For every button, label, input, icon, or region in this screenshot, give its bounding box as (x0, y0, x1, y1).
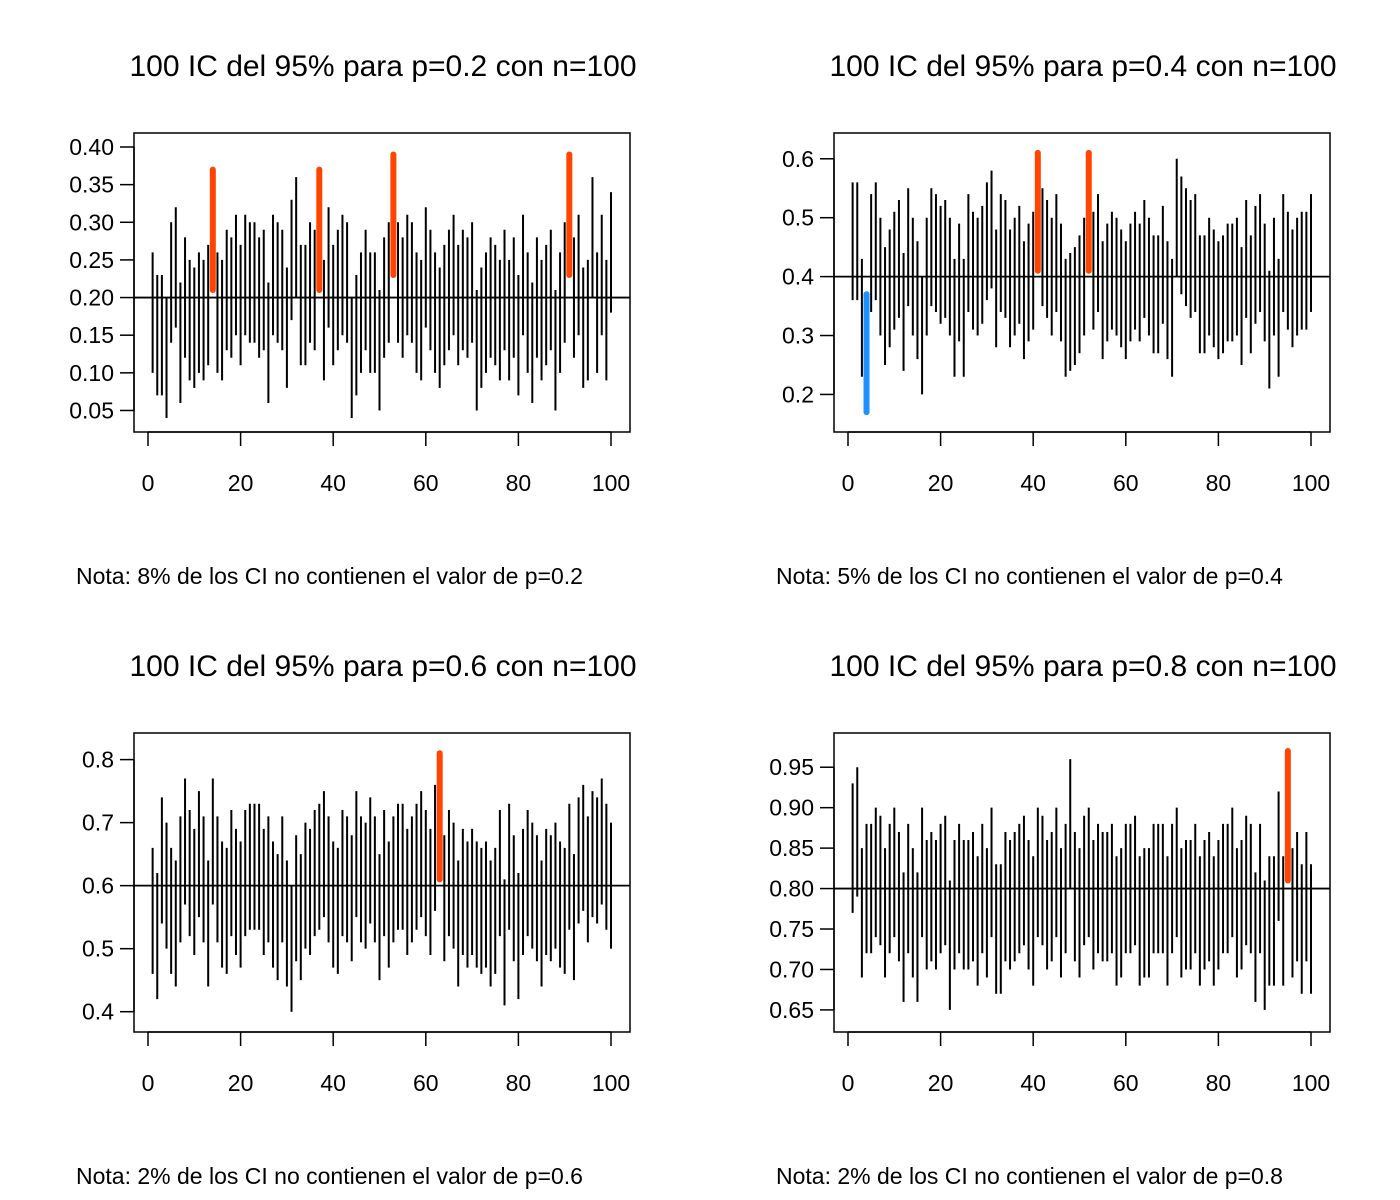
x-tick-label: 100 (592, 470, 630, 496)
y-tick-label: 0.7 (82, 810, 114, 836)
y-tick-label: 0.30 (69, 209, 114, 235)
x-tick-label: 20 (928, 470, 954, 496)
y-tick-label: 0.15 (69, 322, 114, 348)
x-tick-label: 40 (320, 1070, 346, 1096)
x-tick-label: 20 (228, 470, 254, 496)
x-tick-label: 60 (1113, 470, 1139, 496)
y-tick-label: 0.80 (769, 876, 814, 902)
ci-panel-4: 100 IC del 95% para p=0.8 con n=100 0.65 0… (769, 650, 1336, 1189)
chart-title: 100 IC del 95% para p=0.2 con n=100 (129, 50, 636, 83)
x-tick-label: 0 (842, 470, 855, 496)
y-tick-label: 0.3 (782, 323, 814, 349)
y-tick-label: 0.4 (782, 264, 814, 290)
y-tick-label: 0.70 (769, 956, 814, 982)
x-tick-label: 0 (142, 470, 155, 496)
ci-panel-3: 100 IC del 95% para p=0.6 con n=100 0.4 0.… (76, 650, 637, 1189)
y-tick-label: 0.35 (69, 172, 114, 198)
chart-title: 100 IC del 95% para p=0.6 con n=100 (129, 650, 636, 683)
coverage-note: Nota: 2% de los CI no contienen el valor… (76, 1163, 583, 1189)
x-tick-label: 80 (506, 470, 532, 496)
x-tick-label: 60 (1113, 1070, 1139, 1096)
x-tick-label: 0 (142, 1070, 155, 1096)
x-tick-label: 100 (1292, 1070, 1330, 1096)
y-tick-label: 0.85 (769, 835, 814, 861)
y-tick-label: 0.5 (82, 936, 114, 962)
coverage-note: Nota: 2% de los CI no contienen el valor… (776, 1163, 1283, 1189)
ci-panel-1: 100 IC del 95% para p=0.2 con n=100 0.05 0… (69, 50, 636, 589)
y-tick-label: 0.6 (82, 873, 114, 899)
chart-title: 100 IC del 95% para p=0.8 con n=100 (829, 650, 1336, 683)
x-tick-label: 100 (592, 1070, 630, 1096)
y-tick-label: 0.2 (782, 381, 814, 407)
chart-title: 100 IC del 95% para p=0.4 con n=100 (829, 50, 1336, 83)
y-tick-label: 0.05 (69, 397, 114, 423)
x-tick-label: 80 (1206, 1070, 1232, 1096)
x-tick-label: 0 (842, 1070, 855, 1096)
x-tick-label: 20 (928, 1070, 954, 1096)
x-tick-label: 80 (506, 1070, 532, 1096)
y-tick-label: 0.5 (782, 205, 814, 231)
coverage-note: Nota: 8% de los CI no contienen el valor… (76, 563, 583, 589)
x-tick-label: 40 (1020, 470, 1046, 496)
ci-panel-2: 100 IC del 95% para p=0.4 con n=100 0.2 0.… (776, 50, 1337, 589)
x-tick-label: 60 (413, 1070, 439, 1096)
x-tick-label: 40 (320, 470, 346, 496)
x-tick-label: 80 (1206, 470, 1232, 496)
x-tick-label: 40 (1020, 1070, 1046, 1096)
y-tick-label: 0.25 (69, 247, 114, 273)
x-tick-label: 20 (228, 1070, 254, 1096)
y-tick-label: 0.10 (69, 360, 114, 386)
y-tick-label: 0.8 (82, 747, 114, 773)
y-tick-label: 0.4 (82, 999, 114, 1025)
y-tick-label: 0.75 (769, 916, 814, 942)
coverage-note: Nota: 5% de los CI no contienen el valor… (776, 563, 1283, 589)
y-tick-label: 0.90 (769, 795, 814, 821)
x-tick-label: 60 (413, 470, 439, 496)
x-tick-label: 100 (1292, 470, 1330, 496)
y-tick-label: 0.95 (769, 754, 814, 780)
y-tick-label: 0.40 (69, 134, 114, 160)
y-tick-label: 0.20 (69, 285, 114, 311)
y-tick-label: 0.65 (769, 997, 814, 1023)
y-tick-label: 0.6 (782, 146, 814, 172)
